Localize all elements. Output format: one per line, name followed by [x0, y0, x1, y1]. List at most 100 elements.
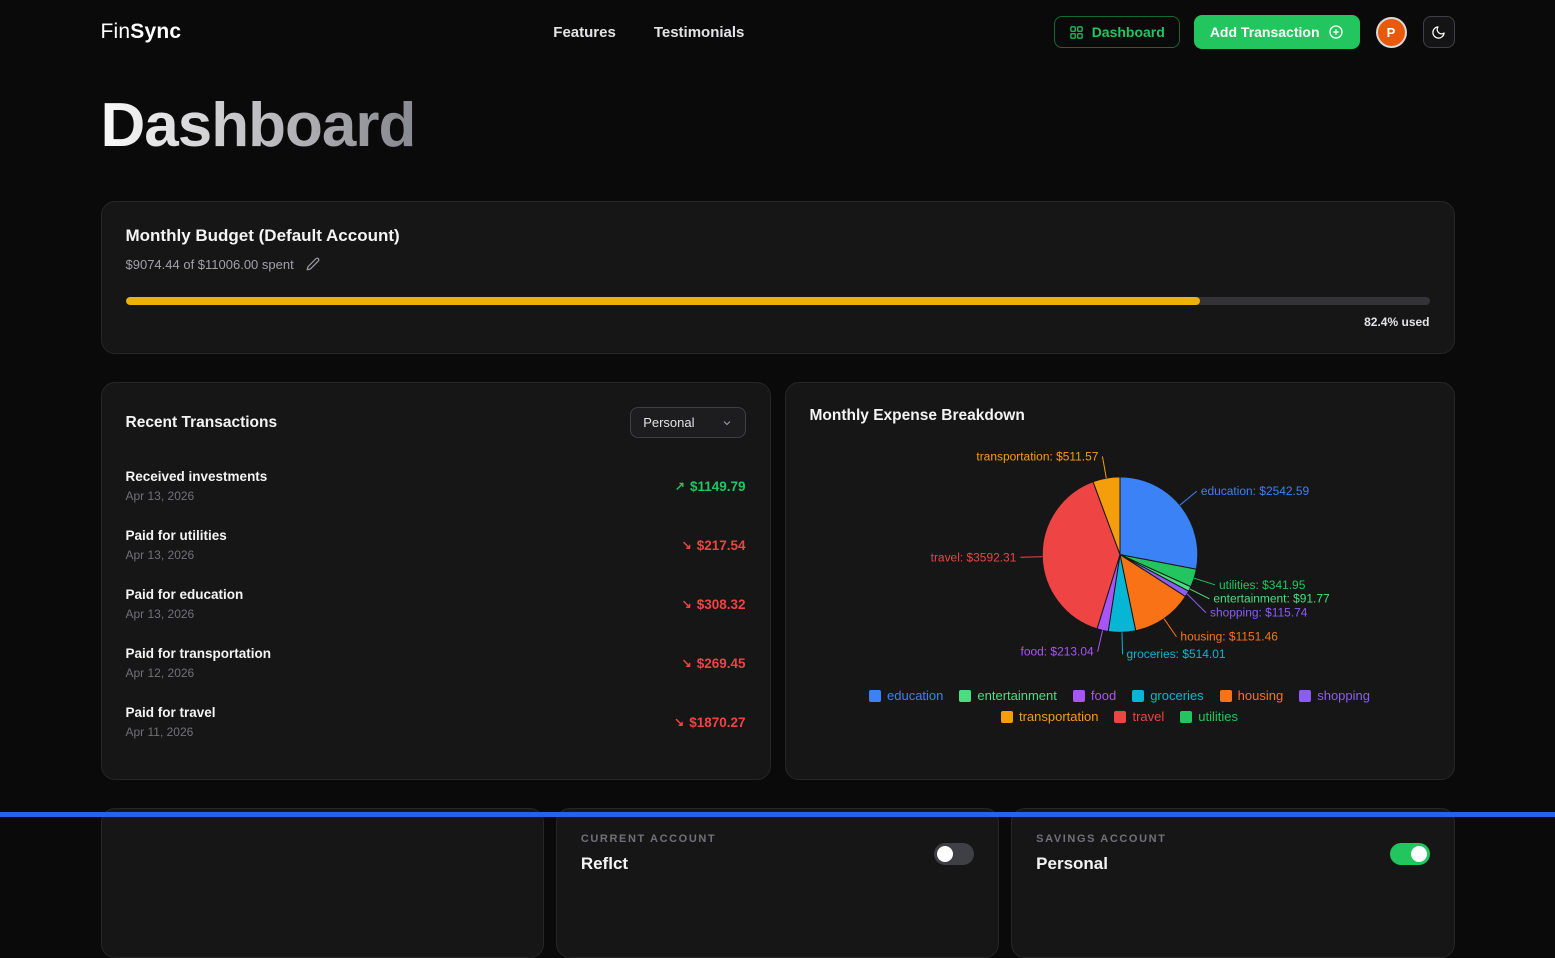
nav-link-testimonials[interactable]: Testimonials — [653, 23, 745, 41]
page-title: Dashboard — [100, 91, 417, 160]
legend-item-entertainment[interactable]: entertainment — [959, 688, 1057, 703]
legend-item-transportation[interactable]: transportation — [1000, 709, 1098, 724]
user-avatar[interactable]: P — [1377, 18, 1405, 46]
dashboard-button[interactable]: Dashboard — [1053, 16, 1180, 48]
transaction-row[interactable]: Paid for transportation Apr 12, 2026 ↘ $269… — [126, 637, 746, 689]
circle-plus-icon — [1328, 24, 1344, 40]
transaction-row[interactable]: Paid for travel Apr 11, 2026 ↘ $1870.27 — [126, 696, 746, 748]
arrow-down-right-icon: ↘ — [681, 538, 692, 552]
legend-item-housing[interactable]: housing — [1219, 688, 1284, 704]
legend-swatch — [1072, 689, 1085, 702]
logo-part-fin: Fin — [100, 20, 131, 43]
add-transaction-label: Add Transaction — [1209, 24, 1320, 40]
savings-account-name: Personal — [1036, 854, 1108, 873]
transaction-amount-value: $217.54 — [696, 537, 746, 553]
pie-label-leader-line — [1193, 577, 1215, 586]
budget-card-title: Monthly Budget (Default Account) — [125, 226, 400, 245]
transaction-date: Apr 13, 2026 — [125, 489, 195, 503]
arrow-down-right-icon: ↘ — [674, 715, 685, 729]
transaction-amount-value: $269.45 — [696, 655, 746, 671]
logo-part-sync: Sync — [130, 20, 182, 43]
pie-label-entertainment: entertainment: $91.77 — [1213, 592, 1330, 606]
chevron-down-icon — [721, 417, 733, 429]
legend-item-shopping[interactable]: shopping — [1299, 688, 1370, 703]
legend-label: education — [887, 688, 944, 704]
budget-percent-used: 82.4% used — [1364, 315, 1430, 329]
legend-swatch — [1299, 689, 1312, 702]
pie-label-leader-line — [1096, 630, 1103, 652]
pie-slice-travel[interactable] — [1041, 481, 1121, 630]
transactions-title: Recent Transactions — [125, 413, 278, 431]
pie-label-education: education: $2542.59 — [1200, 484, 1309, 498]
pie-label-housing: housing: $1151.46 — [1180, 630, 1278, 644]
legend-swatch — [1114, 710, 1127, 723]
expense-pie-chart: education: $2542.59 utilities: $341.95ent… — [930, 449, 1330, 661]
legend-swatch — [869, 689, 881, 702]
legend-swatch — [1000, 710, 1013, 723]
header-actions: Dashboard Add Transaction P — [1053, 15, 1455, 49]
account-card-extra — [100, 808, 544, 958]
expense-breakdown-card: Monthly Expense Breakdown education: $25… — [784, 382, 1455, 780]
savings-account-toggle[interactable] — [1389, 842, 1430, 865]
savings-account-card: SAVINGS ACCOUNT Personal — [1011, 808, 1455, 958]
legend-label: travel — [1132, 709, 1165, 725]
pie-label-groceries: groceries: $514.01 — [1126, 647, 1225, 661]
account-filter-value: Personal — [643, 415, 695, 430]
dashboard-main: Dashboard Monthly Budget (Default Accoun… — [100, 90, 1455, 958]
legend-label: food — [1090, 688, 1117, 704]
legend-label: utilities — [1198, 709, 1239, 725]
pie-slice-education[interactable] — [1119, 476, 1198, 570]
avatar-initial: P — [1386, 24, 1396, 40]
transaction-row[interactable]: Paid for utilities Apr 13, 2026 ↘ $217.54 — [126, 519, 746, 571]
current-account-toggle[interactable] — [934, 842, 975, 865]
arrow-up-right-icon: ↗ — [674, 479, 685, 493]
pie-label-leader-line — [1019, 556, 1042, 558]
legend-item-utilities[interactable]: utilities — [1180, 709, 1238, 724]
transaction-row[interactable]: Received investments Apr 13, 2026 ↗ $1149.7… — [126, 460, 746, 512]
theme-toggle-button[interactable] — [1422, 16, 1455, 48]
recent-transactions-card: Recent Transactions Personal Received in… — [100, 382, 771, 780]
transaction-amount: ↘ $217.54 — [682, 538, 746, 553]
transaction-amount: ↘ $1870.27 — [674, 715, 745, 730]
legend-label: shopping — [1317, 688, 1370, 704]
pie-label-leader-line — [1186, 593, 1206, 614]
legend-swatch — [1219, 689, 1232, 702]
pie-label-travel: travel: $3592.31 — [930, 550, 1016, 564]
app-logo[interactable]: FinSync — [101, 20, 182, 44]
legend-swatch — [959, 689, 972, 702]
pie-slice-housing[interactable] — [1118, 553, 1186, 632]
transaction-name: Paid for utilities — [125, 528, 227, 543]
transaction-date: Apr 13, 2026 — [125, 548, 195, 562]
pie-label-leader-line — [1101, 456, 1107, 479]
legend-item-education[interactable]: education — [869, 688, 943, 703]
transaction-row[interactable]: Paid for education Apr 13, 2026 ↘ $308.32 — [126, 578, 746, 630]
legend-label: entertainment — [977, 688, 1057, 704]
transaction-amount-value: $1870.27 — [689, 714, 746, 730]
legend-label: housing — [1237, 688, 1284, 704]
transaction-amount: ↘ $269.45 — [682, 656, 746, 671]
transaction-date: Apr 13, 2026 — [125, 607, 195, 621]
transaction-date: Apr 11, 2026 — [125, 725, 194, 739]
monthly-budget-card: Monthly Budget (Default Account) $9074.4… — [100, 201, 1455, 354]
transaction-amount: ↘ $308.32 — [682, 597, 746, 612]
expense-breakdown-title: Monthly Expense Breakdown — [809, 407, 1025, 424]
moon-icon — [1431, 25, 1446, 40]
savings-account-type-label: SAVINGS ACCOUNT — [1036, 833, 1167, 845]
pencil-icon — [306, 257, 320, 271]
legend-item-groceries[interactable]: groceries — [1132, 688, 1204, 703]
pie-label-utilities: utilities: $341.95 — [1218, 578, 1305, 592]
nav-link-features[interactable]: Features — [553, 23, 616, 41]
legend-item-food[interactable]: food — [1072, 688, 1117, 704]
pie-label-shopping: shopping: $115.74 — [1209, 606, 1307, 620]
next-section-top-edge — [0, 812, 1555, 817]
legend-item-travel[interactable]: travel — [1114, 709, 1164, 724]
legend-swatch — [1180, 710, 1193, 723]
add-transaction-button[interactable]: Add Transaction — [1193, 15, 1360, 49]
transaction-name: Paid for travel — [125, 705, 216, 720]
budget-progress-track — [125, 297, 1430, 305]
transaction-name: Received investments — [125, 469, 268, 484]
pie-label-leader-line — [1179, 490, 1197, 506]
current-account-type-label: CURRENT ACCOUNT — [580, 833, 717, 845]
account-filter-select[interactable]: Personal — [630, 407, 746, 438]
edit-budget-button[interactable] — [304, 255, 322, 273]
